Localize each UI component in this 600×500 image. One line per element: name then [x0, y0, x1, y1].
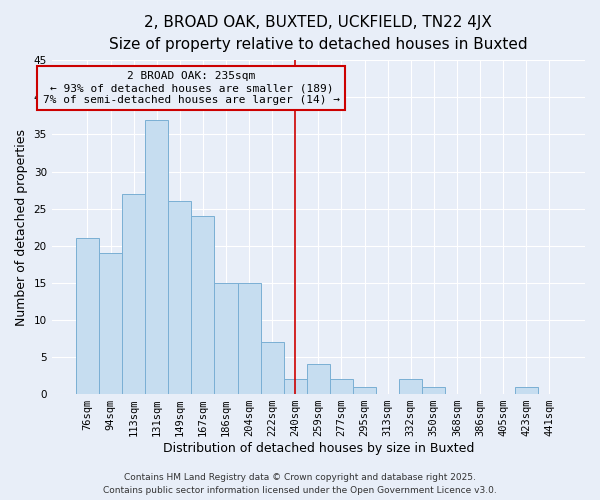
Bar — [284, 379, 307, 394]
Bar — [214, 283, 238, 394]
Bar — [168, 201, 191, 394]
Bar — [307, 364, 330, 394]
Title: 2, BROAD OAK, BUXTED, UCKFIELD, TN22 4JX
Size of property relative to detached h: 2, BROAD OAK, BUXTED, UCKFIELD, TN22 4JX… — [109, 15, 527, 52]
Y-axis label: Number of detached properties: Number of detached properties — [15, 128, 28, 326]
Bar — [191, 216, 214, 394]
Bar — [330, 379, 353, 394]
Bar — [99, 253, 122, 394]
Bar — [260, 342, 284, 394]
Bar — [515, 386, 538, 394]
Text: 2 BROAD OAK: 235sqm
← 93% of detached houses are smaller (189)
7% of semi-detach: 2 BROAD OAK: 235sqm ← 93% of detached ho… — [43, 72, 340, 104]
Bar — [422, 386, 445, 394]
Bar — [399, 379, 422, 394]
Bar — [122, 194, 145, 394]
Text: Contains HM Land Registry data © Crown copyright and database right 2025.
Contai: Contains HM Land Registry data © Crown c… — [103, 474, 497, 495]
Bar — [76, 238, 99, 394]
Bar — [238, 283, 260, 394]
Bar — [145, 120, 168, 394]
Bar — [353, 386, 376, 394]
X-axis label: Distribution of detached houses by size in Buxted: Distribution of detached houses by size … — [163, 442, 474, 455]
